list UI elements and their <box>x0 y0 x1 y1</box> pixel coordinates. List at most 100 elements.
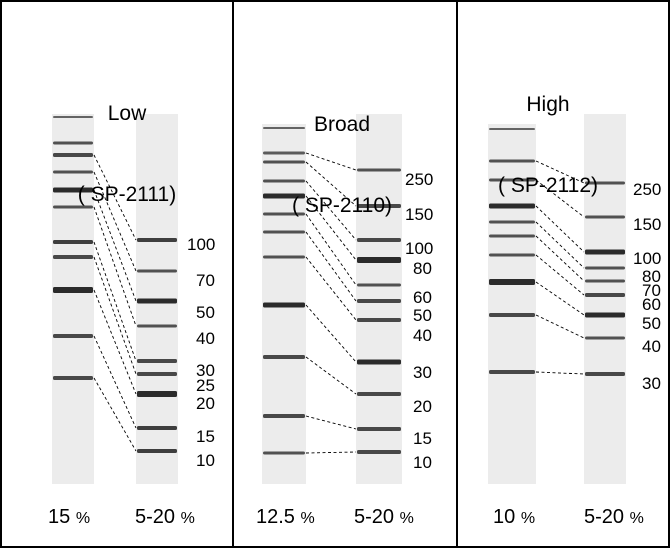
gel-percent-broad-right: 5-20 % <box>354 506 414 528</box>
gel-band <box>53 170 93 174</box>
gel-lane-high-10 <box>488 124 536 484</box>
gel-band <box>137 372 177 376</box>
panel-title-line1: Low <box>107 102 147 125</box>
mw-label: 100 <box>187 235 216 254</box>
gel-band <box>357 318 401 322</box>
gel-band <box>489 313 535 317</box>
gel-band <box>137 298 177 304</box>
gel-lane-high-5-20 <box>584 114 626 484</box>
band-connector <box>535 314 585 339</box>
gel-band <box>357 168 401 172</box>
gel-band <box>263 414 305 418</box>
gel-band <box>137 324 177 328</box>
panel-title-line2: ( SP-2111) <box>77 183 177 206</box>
mw-label: 15 <box>196 427 215 446</box>
band-connector <box>535 221 585 269</box>
mw-label: 20 <box>413 397 432 416</box>
band-connector <box>535 254 585 296</box>
gel-band <box>53 255 93 259</box>
gel-band <box>585 215 625 219</box>
gel-band <box>137 426 177 430</box>
gel-band <box>263 355 305 359</box>
band-connector <box>305 161 357 207</box>
panel-title-high: High ( SP-2112) <box>458 37 638 253</box>
mw-label: 25 <box>196 376 215 395</box>
panel-title-line2: ( SP-2112) <box>498 174 598 197</box>
gel-band <box>585 181 625 185</box>
gel-band <box>263 179 305 183</box>
band-connector <box>305 415 357 430</box>
mw-label: 20 <box>196 394 215 413</box>
gel-percent-high-right: 5-20 % <box>584 506 644 528</box>
gel-percent-high-left: 10 % <box>493 506 536 528</box>
band-connector <box>535 179 585 218</box>
mw-label: 30 <box>196 361 215 380</box>
gel-band <box>357 283 401 287</box>
gel-band <box>585 372 625 376</box>
gel-band <box>53 334 93 338</box>
band-connector <box>93 206 137 327</box>
gel-band <box>263 127 305 129</box>
gel-band <box>263 160 305 164</box>
panel-title-broad: Broad ( SP-2110) <box>252 57 432 273</box>
mw-label: 60 <box>413 288 432 307</box>
gel-band <box>489 128 535 130</box>
band-connector <box>535 371 585 375</box>
mw-label: 40 <box>413 326 432 345</box>
band-connector <box>305 256 357 321</box>
panel-title-low: Low ( SP-2111) <box>37 46 217 262</box>
panel-title-line2: ( SP-2110) <box>292 194 392 217</box>
gel-band <box>137 449 177 453</box>
mw-label: 10 <box>413 453 432 472</box>
mw-label: 50 <box>196 303 215 322</box>
mw-label: 250 <box>405 170 434 189</box>
gel-band <box>585 266 625 270</box>
gel-band <box>357 427 401 431</box>
gel-band <box>489 178 535 182</box>
panel-title-line1: High <box>526 93 570 116</box>
mw-label: 15 <box>413 429 432 448</box>
gel-band <box>263 193 305 199</box>
mw-label: 50 <box>642 314 661 333</box>
gel-band <box>357 450 401 454</box>
mw-label: 80 <box>642 267 661 286</box>
gel-percent-low-left: 15 % <box>48 506 91 528</box>
band-connector <box>93 154 137 241</box>
gel-band <box>53 141 93 145</box>
gel-band <box>53 116 93 118</box>
band-connector <box>535 205 585 253</box>
band-connector <box>535 160 585 184</box>
gel-band <box>53 240 93 244</box>
band-connector <box>93 256 137 375</box>
mw-label: 30 <box>642 374 661 393</box>
gel-band <box>53 287 93 293</box>
mw-label: 250 <box>633 180 662 199</box>
band-connector <box>305 304 357 363</box>
gel-band <box>263 451 305 455</box>
gel-band <box>137 269 177 273</box>
mw-label: 60 <box>642 295 661 314</box>
mw-label: 150 <box>633 215 662 234</box>
band-connector <box>305 180 357 241</box>
mw-label: 40 <box>642 337 661 356</box>
gel-lane-low-15 <box>52 114 94 484</box>
gel-band <box>263 212 305 216</box>
gel-band <box>489 370 535 374</box>
band-connector <box>305 213 357 286</box>
gel-band <box>357 392 401 396</box>
mw-label: 80 <box>413 259 432 278</box>
gel-band <box>53 205 93 209</box>
band-connector <box>93 377 137 452</box>
gel-band <box>53 376 93 380</box>
band-connector <box>305 356 357 395</box>
gel-band <box>137 391 177 397</box>
band-connector <box>93 289 137 395</box>
gel-percent-low-right: 5-20 % <box>135 506 195 528</box>
gel-band <box>263 255 305 259</box>
mw-label: 100 <box>405 239 434 258</box>
gel-band <box>585 293 625 297</box>
mw-label: 40 <box>196 329 215 348</box>
